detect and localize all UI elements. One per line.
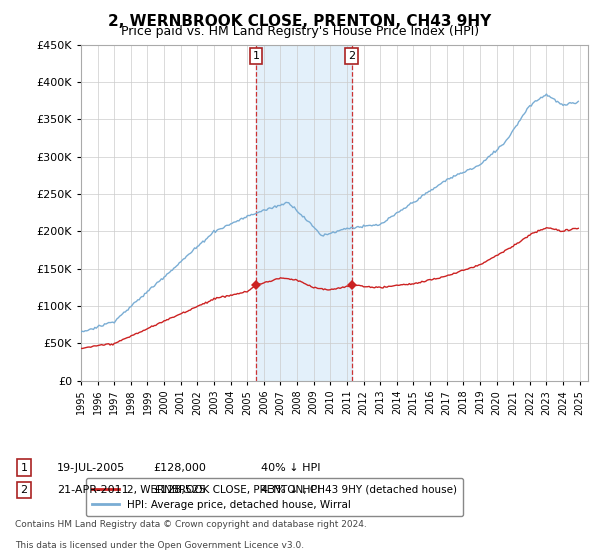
Text: 40% ↓ HPI: 40% ↓ HPI (261, 463, 320, 473)
Text: 2: 2 (20, 485, 28, 495)
Text: 43% ↓ HPI: 43% ↓ HPI (261, 485, 320, 495)
Text: 1: 1 (253, 51, 260, 61)
Bar (256, 45, 352, 381)
Text: 2: 2 (348, 51, 355, 61)
Text: 19-JUL-2005: 19-JUL-2005 (57, 463, 125, 473)
Text: Contains HM Land Registry data © Crown copyright and database right 2024.: Contains HM Land Registry data © Crown c… (15, 520, 367, 529)
Legend: 2, WERNBROOK CLOSE, PRENTON, CH43 9HY (detached house), HPI: Average price, deta: 2, WERNBROOK CLOSE, PRENTON, CH43 9HY (d… (86, 478, 463, 516)
Text: £128,525: £128,525 (153, 485, 206, 495)
Text: 2, WERNBROOK CLOSE, PRENTON, CH43 9HY: 2, WERNBROOK CLOSE, PRENTON, CH43 9HY (109, 14, 491, 29)
Text: This data is licensed under the Open Government Licence v3.0.: This data is licensed under the Open Gov… (15, 541, 304, 550)
Text: 21-APR-2011: 21-APR-2011 (57, 485, 128, 495)
Text: Price paid vs. HM Land Registry's House Price Index (HPI): Price paid vs. HM Land Registry's House … (121, 25, 479, 38)
Text: £128,000: £128,000 (153, 463, 206, 473)
Text: 1: 1 (20, 463, 28, 473)
